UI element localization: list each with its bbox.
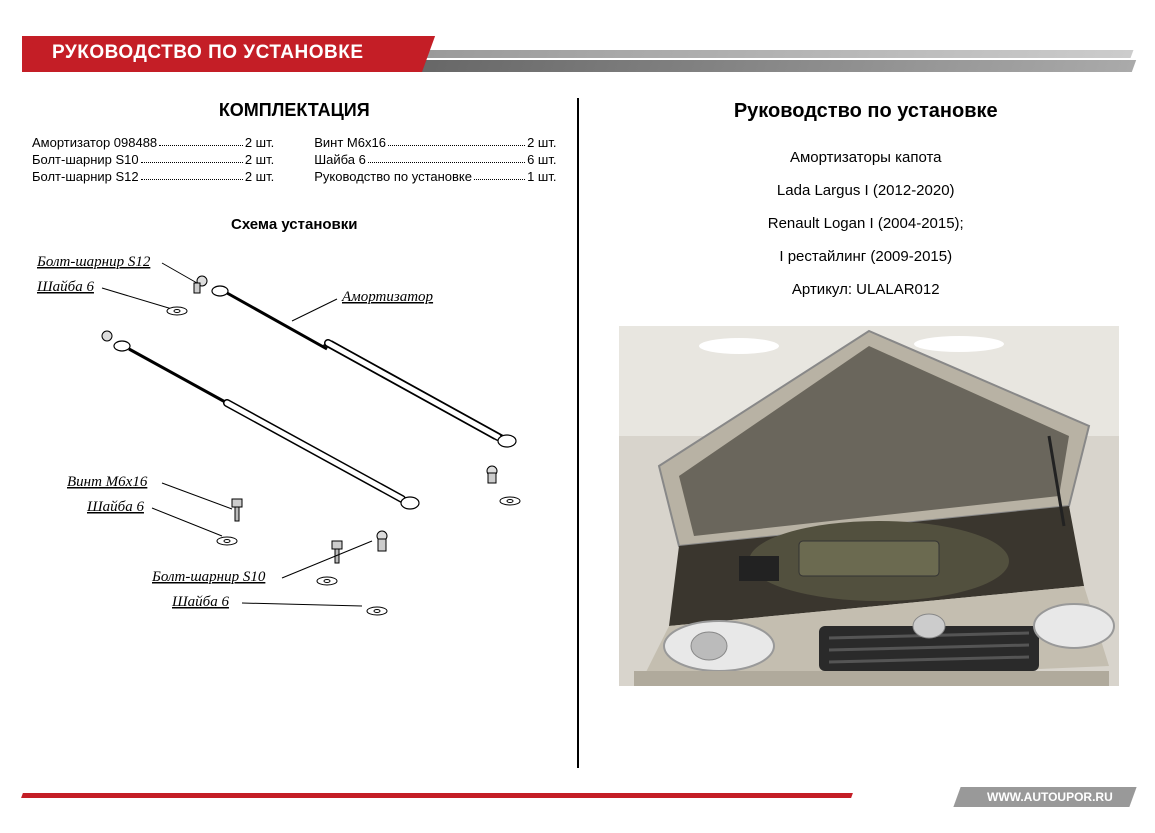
label-washer-mid: Шайба 6 [86, 499, 144, 515]
part-qty: 2 шт. [245, 135, 274, 150]
part-name: Болт-шарнир S10 [32, 152, 139, 167]
info-line: Амортизаторы капота [609, 141, 1124, 174]
footer: WWW.AUTOUPOR.RU [22, 787, 1133, 805]
right-column: Руководство по установке Амортизаторы ка… [579, 90, 1134, 770]
label-bolt-s10: Болт-шарнир S10 [151, 569, 266, 585]
parts-list: Амортизатор 098488 2 шт. Болт-шарнир S10 2… [32, 135, 557, 186]
part-qty: 2 шт. [527, 135, 556, 150]
part-qty: 1 шт. [527, 169, 556, 184]
label-bolt-s12: Болт-шарнир S12 [36, 254, 151, 270]
parts-col-2: Винт М6х16 2 шт. Шайба 6 6 шт. Руководство… [314, 135, 556, 186]
info-line: I рестайлинг (2009-2015) [609, 240, 1124, 273]
part-qty: 6 шт. [527, 152, 556, 167]
installation-diagram: Болт-шарнир S12 Шайба 6 Амортизатор [32, 241, 552, 661]
footer-red-line [21, 793, 853, 798]
damper-bottom [102, 331, 419, 509]
part-name: Болт-шарнир S12 [32, 169, 139, 184]
part-row: Болт-шарнир S10 2 шт. [32, 152, 274, 167]
part-row: Шайба 6 6 шт. [314, 152, 556, 167]
parts-col-1: Амортизатор 098488 2 шт. Болт-шарнир S10 2… [32, 135, 274, 186]
part-row: Амортизатор 098488 2 шт. [32, 135, 274, 150]
product-info: Амортизаторы капота Lada Largus I (2012-… [609, 141, 1124, 306]
right-title: Руководство по установке [609, 100, 1124, 123]
footer-url: WWW.AUTOUPOR.RU [954, 787, 1137, 807]
info-line: Артикул: ULALAR012 [609, 273, 1124, 306]
label-damper: Амортизатор [341, 289, 434, 305]
part-row: Руководство по установке 1 шт. [314, 169, 556, 184]
header-banner: РУКОВОДСТВО ПО УСТАНОВКЕ [22, 36, 1133, 72]
label-washer-top: Шайба 6 [36, 279, 94, 295]
info-line: Renault Logan I (2004-2015); [609, 207, 1124, 240]
header-title: РУКОВОДСТВО ПО УСТАНОВКЕ [52, 42, 364, 64]
part-qty: 2 шт. [245, 169, 274, 184]
part-name: Руководство по установке [314, 169, 472, 184]
banner-stripe-light [411, 50, 1134, 58]
schema-title: Схема установки [32, 216, 557, 233]
info-line: Lada Largus I (2012-2020) [609, 174, 1124, 207]
label-screw: Винт М6х16 [67, 474, 148, 490]
part-qty: 2 шт. [245, 152, 274, 167]
label-washer-bot: Шайба 6 [171, 594, 229, 610]
banner-stripe-dark [408, 60, 1136, 72]
part-name: Шайба 6 [314, 152, 366, 167]
part-name: Амортизатор 098488 [32, 135, 157, 150]
part-name: Винт М6х16 [314, 135, 386, 150]
left-column: КОМПЛЕКТАЦИЯ Амортизатор 098488 2 шт. Бол… [22, 90, 577, 770]
car-photo [619, 326, 1119, 686]
part-row: Винт М6х16 2 шт. [314, 135, 556, 150]
part-row: Болт-шарнир S12 2 шт. [32, 169, 274, 184]
parts-title: КОМПЛЕКТАЦИЯ [32, 100, 557, 121]
